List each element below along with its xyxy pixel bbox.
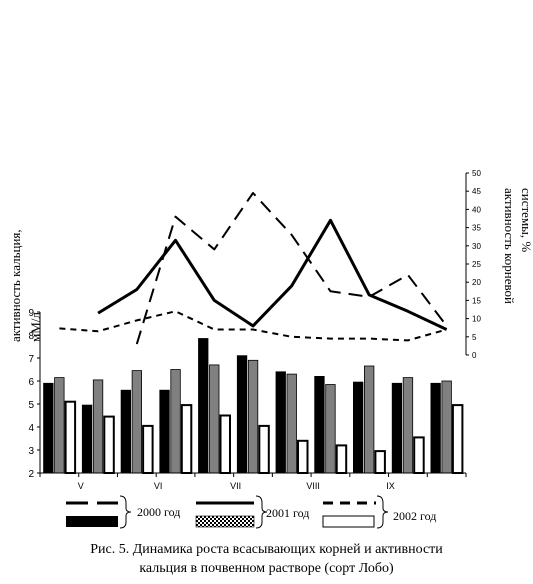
bar-2002-год-6 bbox=[297, 439, 309, 474]
bar-2000-год-4 bbox=[198, 338, 209, 474]
bar-2000-год-2 bbox=[120, 389, 131, 474]
bar-2001-год-8 bbox=[363, 365, 375, 474]
legend-brace-2002 bbox=[376, 495, 389, 529]
bar-2000-год-0 bbox=[43, 382, 54, 474]
bar-2001-год-7 bbox=[325, 384, 336, 474]
right-y-tick-label: 25 bbox=[472, 260, 481, 269]
x-tick-label: VIII bbox=[306, 481, 320, 491]
bar-2002-год-9 bbox=[413, 436, 425, 474]
left-axis-title-line2: мМ/л bbox=[28, 312, 43, 342]
bar-2000-год-10 bbox=[430, 382, 441, 474]
bar-2000-год-6 bbox=[275, 371, 286, 474]
bar-2001-год-5 bbox=[247, 359, 259, 474]
line-2002-год bbox=[59, 310, 447, 342]
bar-2000-год-9 bbox=[391, 382, 403, 474]
bar-series-layer bbox=[43, 338, 464, 475]
right-y-tick-label: 10 bbox=[472, 315, 481, 324]
x-tick-label: V bbox=[78, 481, 84, 491]
line-2001-год bbox=[97, 218, 448, 331]
bar-2002-год-10 bbox=[451, 404, 464, 475]
legend-brace-2001 bbox=[255, 495, 268, 529]
bar-2002-год-4 bbox=[219, 414, 231, 474]
legend-label-2000: 2000 год bbox=[137, 505, 180, 519]
left-y-tick-label: 9 bbox=[28, 308, 34, 319]
bar-2001-год-3 bbox=[170, 369, 181, 474]
bar-2000-год-8 bbox=[352, 381, 364, 474]
right-y-tick-label: 50 bbox=[472, 169, 481, 178]
right-axis-title-line1: активность корневой bbox=[502, 188, 517, 304]
bar-2001-год-0 bbox=[54, 377, 65, 474]
right-y-tick-label: 45 bbox=[472, 187, 481, 196]
right-y-tick-label: 15 bbox=[472, 296, 481, 305]
right-y-tick-label: 20 bbox=[472, 278, 481, 287]
legend: 2000 год 2001 год 2002 год bbox=[66, 495, 436, 529]
x-tick-label: VII bbox=[230, 481, 241, 491]
bar-2002-год-5 bbox=[258, 424, 270, 474]
right-y-tick-label: 40 bbox=[472, 205, 481, 214]
line-series-layer bbox=[59, 192, 448, 345]
bar-2001-год-4 bbox=[209, 364, 220, 474]
bar-2000-год-3 bbox=[159, 389, 170, 474]
x-tick-label: VI bbox=[154, 481, 163, 491]
right-y-tick-label: 0 bbox=[472, 351, 477, 360]
legend-swatch-2000-bar bbox=[66, 516, 118, 527]
right-y-tick-label: 30 bbox=[472, 242, 481, 251]
bar-2000-год-5 bbox=[236, 355, 248, 474]
legend-brace-2000 bbox=[119, 495, 132, 529]
bar-2002-год-0 bbox=[64, 400, 77, 475]
right-y-tick-label: 35 bbox=[472, 224, 481, 233]
bar-2002-год-8 bbox=[374, 450, 386, 475]
bar-2000-год-7 bbox=[314, 375, 325, 474]
legend-label-2001: 2001 год bbox=[266, 506, 309, 520]
bar-2001-год-6 bbox=[286, 373, 297, 474]
left-axis-title-line1: активность кальция, bbox=[8, 229, 23, 342]
left-y-tick-label: 8 bbox=[28, 331, 34, 342]
left-y-tick-label: 3 bbox=[28, 446, 34, 457]
caption-line-2: кальция в почвенном растворе (сорт Лобо) bbox=[139, 561, 394, 576]
bar-2002-год-7 bbox=[335, 444, 348, 474]
left-y-tick-label: 4 bbox=[28, 423, 34, 434]
right-y-tick-label: 5 bbox=[472, 333, 477, 342]
legend-swatch-2001-bar bbox=[195, 515, 255, 528]
left-y-tick-label: 6 bbox=[28, 377, 34, 388]
bar-2001-год-9 bbox=[402, 377, 414, 474]
bar-2001-год-10 bbox=[441, 380, 452, 474]
figure-caption: Рис. 5. Динамика роста всасывающих корне… bbox=[0, 540, 533, 578]
bar-2001-год-2 bbox=[131, 370, 143, 474]
bar-2002-год-3 bbox=[180, 404, 193, 475]
legend-swatch-2002-bar bbox=[322, 515, 375, 528]
bar-2001-год-1 bbox=[92, 379, 104, 474]
legend-label-2002: 2002 год bbox=[393, 509, 436, 523]
caption-line-1: Рис. 5. Динамика роста всасывающих корне… bbox=[90, 542, 443, 557]
left-y-tick-label: 7 bbox=[28, 354, 34, 365]
right-axis-title-line2: системы, % bbox=[519, 188, 533, 252]
bar-2000-год-1 bbox=[81, 404, 93, 474]
line-2000-год bbox=[135, 192, 448, 345]
left-y-tick-label: 5 bbox=[28, 400, 34, 411]
x-tick-label: IX bbox=[386, 481, 395, 491]
bar-2002-год-2 bbox=[142, 424, 154, 474]
left-y-tick-label: 2 bbox=[28, 469, 34, 480]
bar-2002-год-1 bbox=[103, 415, 115, 475]
